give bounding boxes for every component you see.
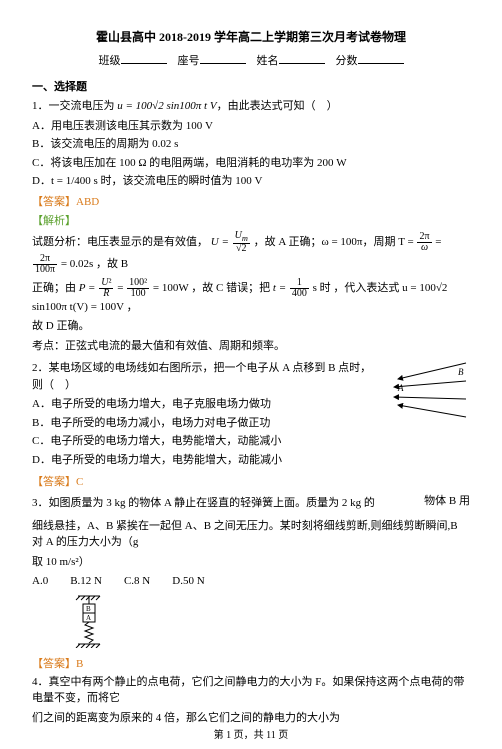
q1-explain-line1: 试题分析：电压表显示的是有效值， U = Um√2 ，故 A 正确；ω = 10…	[32, 231, 470, 275]
q4-stem-line1: 4．真空中有两个静止的点电荷，它们之间静电力的大小为 F。如果保持这两个点电荷的…	[32, 674, 470, 707]
q3-stem-line1: 3．如图质量为 3 kg 的物体 A 静止在竖直的轻弹簧上面。质量为 2 kg …	[32, 495, 418, 512]
q1-stem-b: ，由此表达式可知（ ）	[217, 100, 338, 112]
exam-title: 霍山县高中 2018-2019 学年高二上学期第三次月考试卷物理	[32, 28, 470, 45]
q2-opt-c: C．电子所受的电场力增大，电势能增大，动能减小	[32, 433, 374, 450]
q1-exp-1c: = 0.02s ，故 B	[61, 258, 128, 270]
q1-exp-frac-P1: U²R	[99, 278, 113, 299]
svg-text:B: B	[86, 605, 91, 613]
q1-exp-P: P =	[79, 282, 98, 294]
q1-opt-a: A．用电压表测该电压其示数为 100 V	[32, 118, 470, 135]
q3-stem-line2: 细线悬挂，A、B 紧挨在一起但 A、B 之间无压力。某时刻将细线剪断,则细线剪断…	[32, 518, 470, 551]
q1-exp-frac-t: 1400	[290, 278, 309, 299]
q1-exp-frac-T1: 2πω	[417, 232, 431, 253]
q2-stem: 2．某电场区域的电场线如右图所示，把一个电子从 A 点移到 B 点时，则（ ）	[32, 360, 374, 393]
header-line: 班级 座号 姓名 分数	[32, 51, 470, 68]
blank-seat	[200, 51, 246, 64]
q1-exp-frac-T2: 2π100π	[33, 254, 57, 275]
label-score: 分数	[336, 55, 358, 67]
label-name: 姓名	[257, 55, 279, 67]
q1-exp-t: t =	[273, 282, 289, 294]
blank-name	[279, 51, 325, 64]
q2-opt-a: A．电子所受的电场力增大，电子克服电场力做功	[32, 396, 374, 413]
label-class: 班级	[99, 55, 121, 67]
q3-opts: A.0 B.12 N C.8 N D.50 N	[32, 573, 470, 590]
q1-opt-d: D．t = 1/400 s 时，该交流电压的瞬时值为 100 V	[32, 173, 470, 190]
q1-stem-a: 1．一交流电压为	[32, 100, 117, 112]
page-footer: 第 1 页，共 11 页	[0, 726, 502, 741]
q1-exp-frac-P2: 100²100	[127, 278, 149, 299]
q1-explain-line3: 故 D 正确。	[32, 318, 470, 335]
section-1-heading: 一、选择题	[32, 78, 470, 94]
q4-stem-line2: 们之间的距离变为原来的 4 倍，那么它们之间的静电力的大小为	[32, 710, 470, 727]
blank-class	[121, 51, 167, 64]
q2-figure: A B	[380, 357, 470, 422]
q1-explain-line2: 正确；由 P = U²R = 100²100 = 100W ，故 C 错误；把 …	[32, 278, 470, 316]
q1-opt-b: B．该交流电压的周期为 0.02 s	[32, 136, 470, 153]
q1-exp-frac-U: Um√2	[233, 231, 250, 254]
q2-opt-d: D．电子所受的电场力增大，电势能增大，动能减小	[32, 452, 374, 469]
q1-stem: 1．一交流电压为 u = 100√2 sin100π t V，由此表达式可知（ …	[32, 98, 470, 115]
field-lines-icon: A B	[380, 357, 470, 419]
blank-score	[358, 51, 404, 64]
svg-text:A: A	[86, 614, 91, 622]
q1-explain-label: 【解析】	[32, 212, 470, 228]
q1-exp-2a: 正确；由	[32, 282, 79, 294]
q1-exp-U: U =	[211, 236, 232, 248]
q3-figure: B A	[72, 594, 470, 651]
q3-stem-line3: 取 10 m/s²）	[32, 554, 470, 571]
q1-keypoint: 考点：正弦式电流的最大值和有效值、周期和频率。	[32, 338, 470, 355]
fig-label-b: B	[458, 367, 464, 377]
q3-stem-b: 物体 B 用	[418, 492, 470, 508]
fig-label-a: A	[397, 383, 404, 393]
q1-exp-1a: 试题分析：电压表显示的是有效值，	[32, 236, 208, 248]
q2-answer: 【答案】C	[32, 473, 470, 489]
q1-formula: u = 100√2 sin100π t V	[117, 100, 216, 112]
label-seat: 座号	[178, 55, 200, 67]
q1-answer: 【答案】ABD	[32, 193, 470, 209]
q3-stem-a: 3．如图质量为 3 kg 的物体 A 静止在竖直的轻弹簧上面。质量为 2 kg …	[32, 497, 375, 509]
q3-answer: 【答案】B	[32, 655, 470, 671]
spring-icon: B A	[72, 594, 106, 648]
q1-exp-2b: = 100W ，故 C 错误；把	[153, 282, 273, 294]
q1-exp-1b: ，故 A 正确；ω = 100π，周期 T =	[254, 236, 414, 248]
q2-opt-b: B．电子所受的电场力减小，电场力对电子做正功	[32, 415, 374, 432]
q1-opt-c: C．将该电压加在 100 Ω 的电阻两端，电阻消耗的电功率为 200 W	[32, 155, 470, 172]
